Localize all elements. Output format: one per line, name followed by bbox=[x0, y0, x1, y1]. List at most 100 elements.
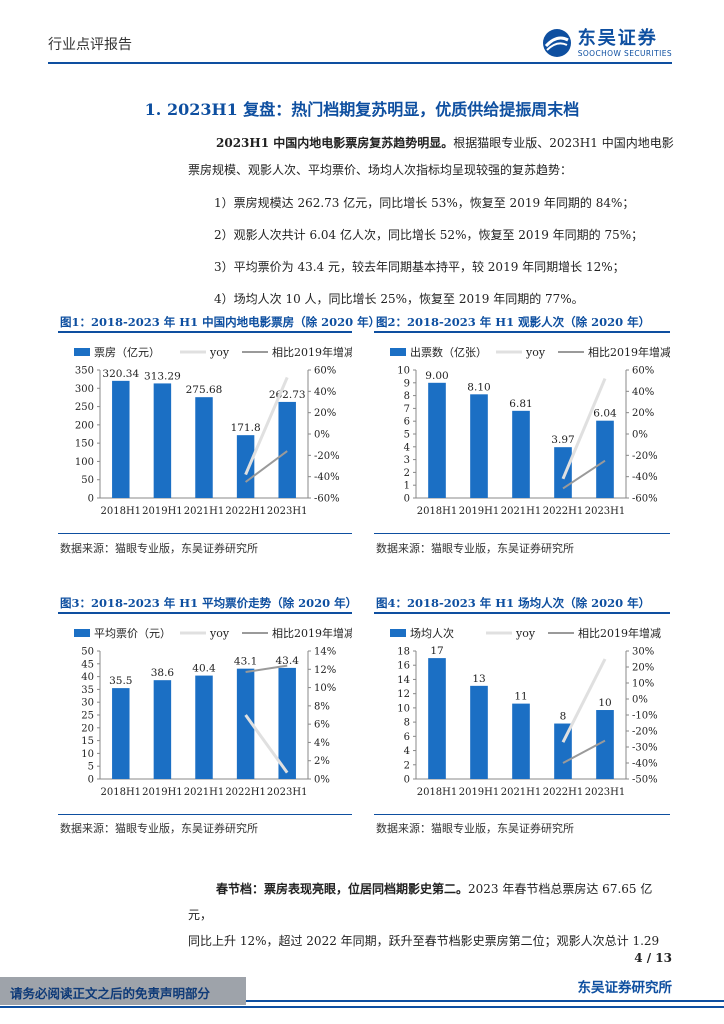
bar bbox=[195, 675, 213, 779]
x-tick-label: 2019H1 bbox=[459, 506, 500, 517]
y2-tick-label: 6% bbox=[314, 720, 330, 731]
x-tick-label: 2018H1 bbox=[101, 787, 142, 798]
y-tick-label: 2 bbox=[404, 468, 410, 479]
footer-rule-bottom bbox=[0, 1006, 724, 1008]
y2-tick-label: -60% bbox=[314, 494, 340, 505]
figure-3-source: 数据来源：猫眼专业版，东吴证券研究所 bbox=[60, 822, 258, 835]
bar bbox=[512, 703, 530, 779]
section-title: 1. 2023H1 复盘：热门档期复苏明显，优质供给提振周末档 bbox=[144, 100, 580, 119]
bar-data-label: 320.34 bbox=[102, 368, 139, 380]
list-item: 4）场均人次 10 人，同比增长 25%，恢复至 2019 年同期的 77%。 bbox=[214, 292, 584, 306]
x-tick-label: 2018H1 bbox=[417, 787, 458, 798]
y2-tick-label: 30% bbox=[632, 647, 654, 658]
legend-bar-label: 场均人次 bbox=[410, 626, 454, 640]
y-tick-label: 6 bbox=[404, 417, 410, 428]
bar bbox=[428, 658, 446, 779]
figure-3-top-rule bbox=[58, 612, 352, 614]
footer-rule bbox=[246, 1000, 724, 1002]
y-tick-label: 10 bbox=[397, 366, 410, 377]
x-tick-label: 2022H1 bbox=[225, 506, 266, 517]
x-tick-label: 2023H1 bbox=[267, 787, 308, 798]
x-tick-label: 2021H1 bbox=[501, 787, 542, 798]
bar bbox=[554, 447, 572, 498]
bar-data-label: 8 bbox=[560, 711, 567, 723]
yoy-line bbox=[561, 658, 607, 743]
bar bbox=[236, 668, 255, 779]
legend-yoy-label: yoy bbox=[209, 346, 230, 359]
y-tick-label: 14 bbox=[397, 675, 410, 686]
legend-bar-label: 平均票价（元） bbox=[94, 627, 171, 640]
x-tick-label: 2021H1 bbox=[184, 506, 225, 517]
y-tick-label: 18 bbox=[397, 647, 410, 658]
figure-3-bottom-rule bbox=[58, 814, 352, 815]
bar-data-label: 10 bbox=[598, 697, 611, 709]
y2-tick-label: -40% bbox=[632, 472, 658, 483]
figure-4-source: 数据来源：猫眼专业版，东吴证券研究所 bbox=[376, 822, 574, 835]
chart-box-office: 票房（亿元） yoy 相比2019年增减 0 50 100 150 200 250 300 350 -… bbox=[74, 345, 352, 517]
y-tick-label: 5 bbox=[88, 762, 94, 773]
y2-tick-label: -60% bbox=[632, 494, 658, 505]
legend-vs2019-label: 相比2019年增减 bbox=[272, 345, 352, 359]
legend-yoy-label: yoy bbox=[515, 627, 536, 640]
y2-tick-label: 8% bbox=[314, 701, 330, 712]
yoy-line bbox=[561, 377, 607, 480]
y-tick-label: 25 bbox=[81, 711, 94, 722]
y-tick-label: 200 bbox=[75, 420, 94, 431]
figure-1-source: 数据来源：猫眼专业版，东吴证券研究所 bbox=[60, 542, 258, 555]
y-tick-label: 8 bbox=[404, 391, 410, 402]
y-tick-label: 50 bbox=[81, 647, 94, 658]
bar bbox=[195, 397, 213, 498]
y2-tick-label: 20% bbox=[632, 408, 654, 419]
bar-data-label: 275.68 bbox=[186, 384, 223, 396]
bar-data-label: 17 bbox=[430, 645, 443, 657]
report-category: 行业点评报告 bbox=[48, 37, 132, 53]
disclaimer-box: 请务必阅读正文之后的免责声明部分 bbox=[0, 977, 246, 1005]
disclaimer-text: 请务必阅读正文之后的免责声明部分 bbox=[10, 986, 211, 1001]
y-tick-label: 250 bbox=[75, 402, 94, 413]
x-tick-label: 2022H1 bbox=[225, 787, 266, 798]
y-tick-label: 0 bbox=[404, 494, 410, 505]
list-item: 1）票房规模达 262.73 亿元，同比增长 53%，恢复至 2019 年同期的… bbox=[214, 196, 635, 210]
y2-tick-label: 10% bbox=[632, 679, 654, 690]
y-tick-label: 350 bbox=[75, 366, 94, 377]
y2-tick-label: -40% bbox=[314, 472, 340, 483]
y-tick-label: 3 bbox=[404, 455, 410, 466]
y-tick-label: 4 bbox=[404, 746, 410, 757]
y-tick-label: 12 bbox=[397, 689, 410, 700]
intro-text: 根据猫眼专业版、2023H1 中国内地电影票房规模、观影人次、平均票价、场均人次… bbox=[188, 136, 674, 177]
y-tick-label: 5 bbox=[404, 430, 410, 441]
bar bbox=[278, 667, 296, 779]
x-tick-label: 2018H1 bbox=[101, 506, 142, 517]
y2-tick-label: -20% bbox=[314, 451, 340, 462]
y-tick-label: 4 bbox=[404, 442, 410, 453]
y-tick-label: 0 bbox=[88, 494, 94, 505]
y-tick-label: 1 bbox=[404, 481, 410, 492]
y2-tick-label: -40% bbox=[632, 759, 658, 770]
figure-1-top-rule bbox=[58, 331, 352, 333]
y-tick-label: 100 bbox=[75, 457, 94, 468]
bar bbox=[112, 688, 130, 779]
y2-tick-label: 0% bbox=[314, 775, 330, 786]
legend-vs2019-label: 相比2019年增减 bbox=[578, 626, 661, 640]
bar-data-label: 3.97 bbox=[551, 434, 574, 446]
bar bbox=[428, 382, 446, 498]
legend-bar-label: 票房（亿元） bbox=[94, 346, 160, 359]
y-tick-label: 45 bbox=[81, 659, 94, 670]
legend-bar-swatch bbox=[390, 348, 406, 356]
y-tick-label: 10 bbox=[81, 749, 94, 760]
x-tick-label: 2018H1 bbox=[417, 506, 458, 517]
y-tick-label: 9 bbox=[404, 378, 410, 389]
y-tick-label: 7 bbox=[404, 404, 410, 415]
spring-bold: 春节档：票房表现亮眼，位居同档期影史第二。 bbox=[216, 882, 469, 896]
y2-tick-label: -50% bbox=[632, 775, 658, 786]
bar-data-label: 313.29 bbox=[144, 370, 181, 382]
bar bbox=[236, 435, 255, 498]
legend-bar-label: 出票数（亿张） bbox=[410, 345, 487, 359]
y-tick-label: 8 bbox=[404, 718, 410, 729]
vs2019-line bbox=[562, 739, 606, 764]
figure-4-bottom-rule bbox=[374, 814, 670, 815]
bar-data-label: 11 bbox=[514, 691, 527, 703]
x-tick-label: 2022H1 bbox=[543, 506, 584, 517]
bar bbox=[278, 401, 296, 498]
y2-tick-label: 14% bbox=[314, 647, 336, 658]
